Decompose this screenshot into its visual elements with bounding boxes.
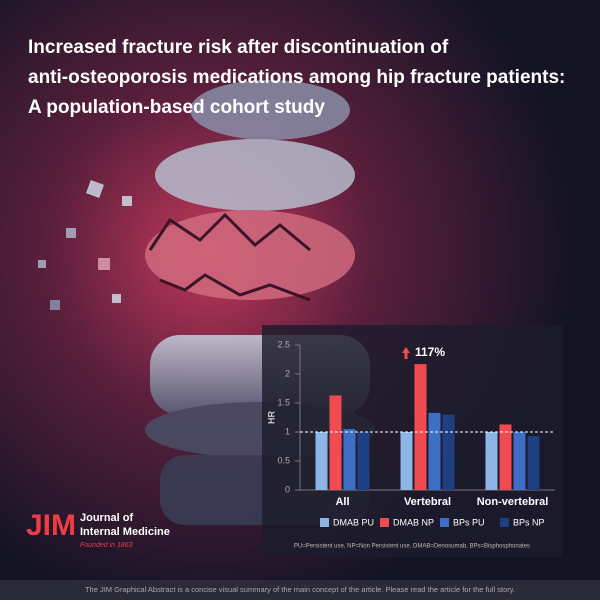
bar: [329, 395, 342, 490]
journal-founded: Founded in 1863: [80, 542, 133, 549]
bar: [414, 364, 427, 490]
footer-bar: [0, 580, 600, 600]
bar: [513, 432, 526, 490]
journal-name: Internal Medicine: [80, 526, 170, 538]
annotation: 117%: [415, 345, 445, 359]
legend-label: DMAB PU: [333, 517, 374, 527]
bar: [400, 432, 413, 490]
legend-swatch: [380, 518, 389, 527]
y-tick-label: 0: [285, 484, 290, 494]
y-tick-label: 2: [285, 368, 290, 378]
title-line: A population-based cohort study: [28, 97, 325, 118]
bar: [343, 429, 356, 490]
y-tick-label: 0.5: [277, 455, 290, 465]
bar: [499, 424, 512, 490]
y-axis-label: HR: [266, 411, 276, 424]
bar: [428, 412, 441, 490]
y-tick-label: 2.5: [277, 339, 290, 349]
bar: [527, 436, 540, 490]
title-line: anti-osteoporosis medications among hip …: [28, 67, 565, 88]
journal-logo: JIM: [26, 509, 76, 542]
legend-swatch: [500, 518, 509, 527]
chart: 0 0.5 1 1.5 2 2.5 HR All Vertebral Non-vertebral D…: [266, 339, 555, 527]
legend-label: BPs NP: [513, 517, 545, 527]
chart-note: PU=Persistent use, NP=Non Persistent use…: [294, 544, 530, 550]
y-tick-label: 1.5: [277, 397, 290, 407]
legend-label: BPs PU: [453, 517, 485, 527]
legend-swatch: [320, 518, 329, 527]
bar: [357, 432, 370, 490]
up-arrow: [402, 347, 410, 359]
y-tick-label: 1: [285, 426, 290, 436]
legend-label: DMAB NP: [393, 517, 434, 527]
journal-name: Journal of: [80, 512, 134, 524]
x-tick-label: Non-vertebral: [477, 496, 549, 508]
bar: [315, 432, 328, 490]
footer: The JIM Graphical Abstract is a concise …: [85, 585, 515, 594]
x-tick-label: All: [335, 496, 349, 508]
legend-swatch: [440, 518, 449, 527]
title-line: Increased fracture risk after discontinu…: [28, 37, 449, 58]
bar: [485, 432, 498, 490]
x-tick-label: Vertebral: [404, 496, 451, 508]
bar: [442, 414, 455, 490]
